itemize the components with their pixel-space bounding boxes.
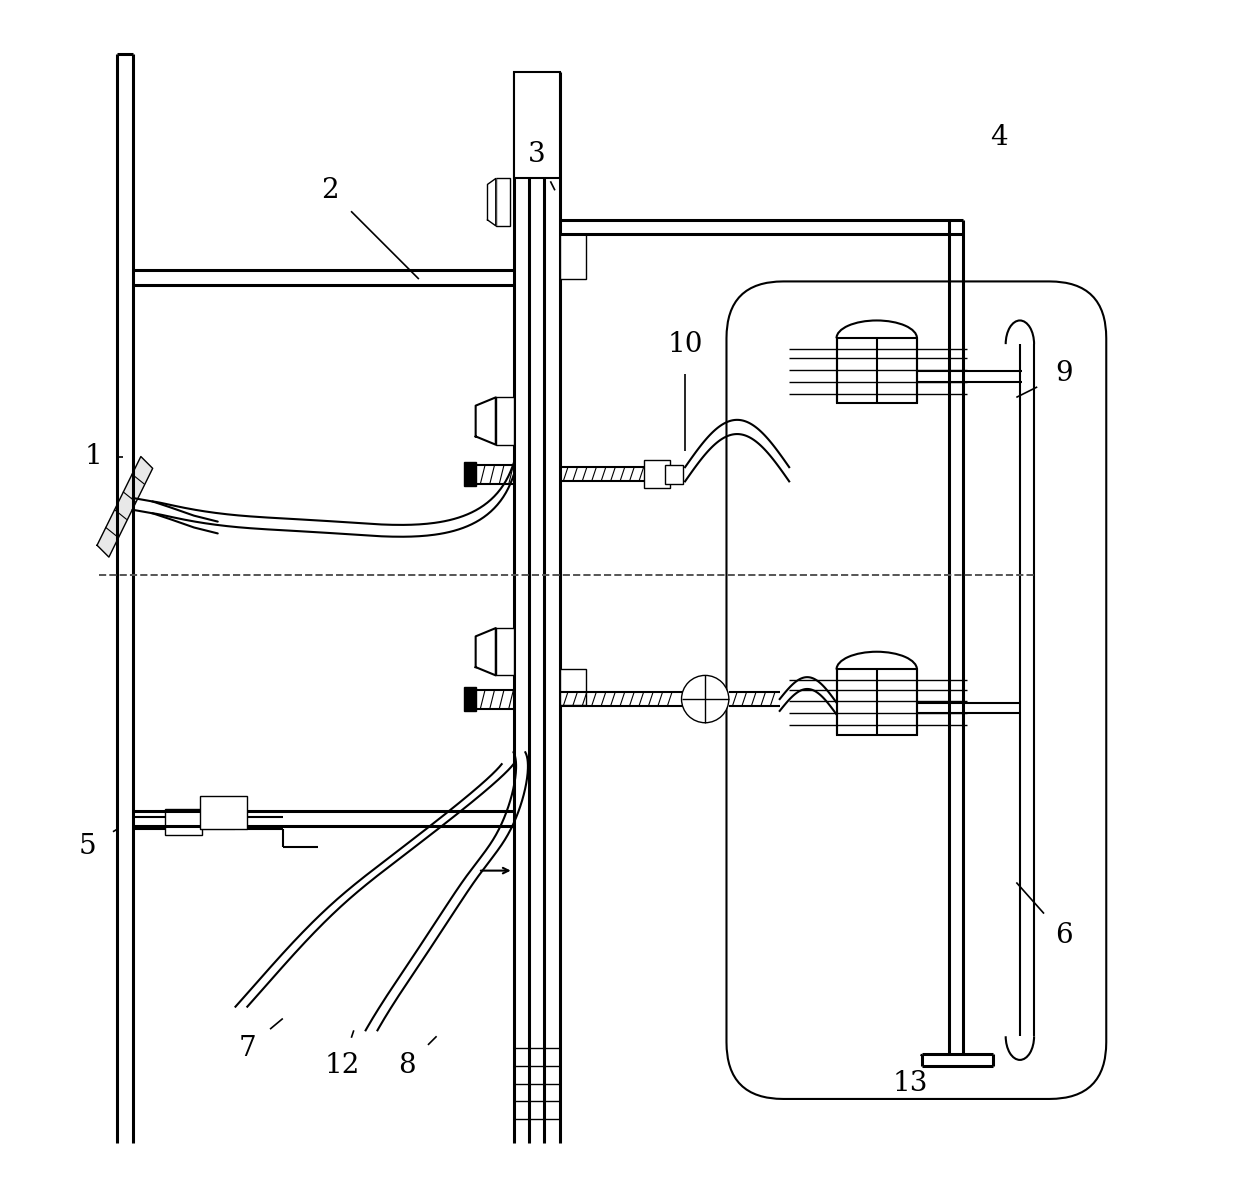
Bar	[837, 669, 916, 735]
Bar	[559, 235, 585, 279]
Polygon shape	[464, 462, 476, 486]
Polygon shape	[464, 687, 476, 711]
Bar	[513, 72, 559, 178]
Bar	[496, 628, 513, 675]
Polygon shape	[476, 397, 496, 445]
Text: 6: 6	[1055, 922, 1073, 949]
Bar	[665, 464, 683, 484]
Text: 7: 7	[238, 1034, 257, 1062]
Polygon shape	[487, 178, 496, 226]
Text: 9: 9	[1055, 360, 1073, 387]
Circle shape	[682, 675, 729, 723]
Bar	[837, 339, 916, 403]
Bar	[496, 397, 513, 445]
Text: 12: 12	[325, 1052, 360, 1080]
Text: 5: 5	[79, 833, 97, 861]
Polygon shape	[476, 628, 496, 675]
Bar	[559, 669, 585, 705]
Text: 8: 8	[398, 1052, 415, 1080]
Text: 1: 1	[84, 443, 103, 470]
Bar	[496, 178, 510, 226]
Text: 4: 4	[990, 123, 1007, 151]
Text: 13: 13	[892, 1070, 928, 1098]
Polygon shape	[97, 456, 153, 557]
Text: 2: 2	[321, 177, 339, 203]
Text: 3: 3	[528, 141, 546, 169]
Bar	[165, 809, 202, 836]
Bar	[644, 460, 670, 488]
Text: 10: 10	[667, 330, 703, 358]
Bar	[200, 796, 247, 830]
